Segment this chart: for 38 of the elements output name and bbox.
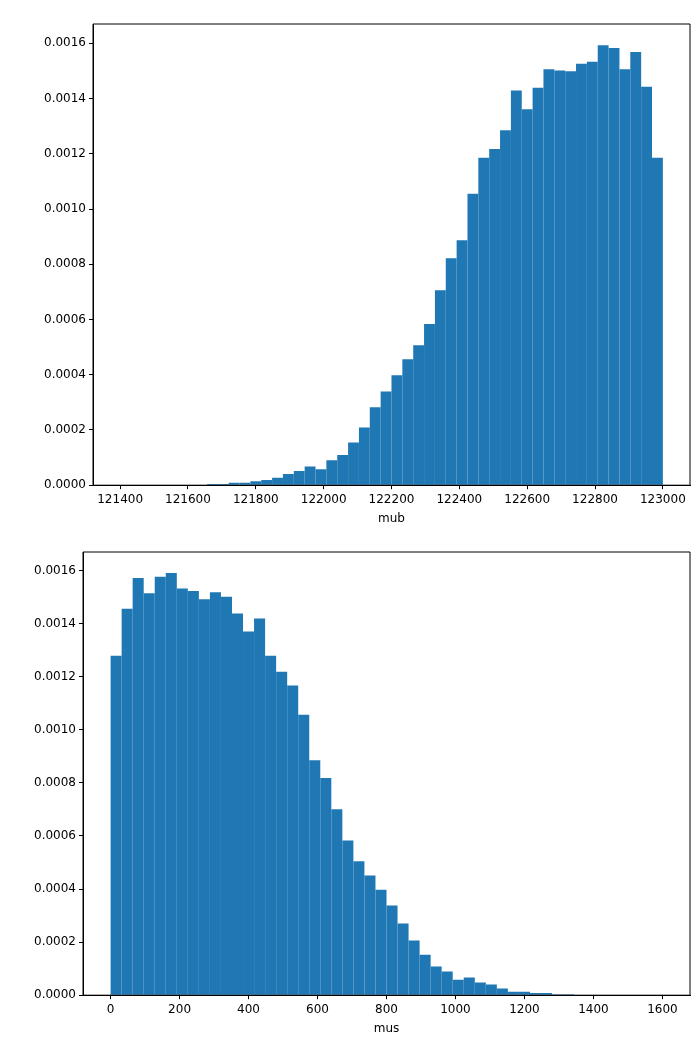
x-tick-label: 122800 bbox=[572, 491, 618, 506]
x-tick-label: 1000 bbox=[440, 1001, 471, 1016]
y-tick-label: 0.0006 bbox=[44, 311, 86, 326]
y-tick-label: 0.0000 bbox=[44, 477, 86, 492]
y-tick-label: 0.0016 bbox=[34, 562, 76, 577]
x-tick-label: 121600 bbox=[165, 491, 211, 506]
x-tick-label: 122000 bbox=[300, 491, 347, 506]
y-tick-label: 0.0002 bbox=[34, 934, 76, 949]
x-tick-label: 122600 bbox=[504, 491, 551, 506]
x-tick-label: 800 bbox=[375, 1001, 398, 1016]
y-tick-label: 0.0002 bbox=[44, 422, 86, 437]
x-tick-label: 122200 bbox=[368, 491, 415, 506]
x-tick-label: 400 bbox=[237, 1001, 260, 1016]
x-tick-label: 0 bbox=[106, 1001, 115, 1016]
x-axis-title: mus bbox=[373, 1020, 400, 1035]
y-tick-label: 0.0008 bbox=[44, 256, 86, 271]
y-tick-label: 0.0006 bbox=[34, 828, 76, 843]
x-tick-label: 123000 bbox=[639, 491, 686, 506]
y-tick-label: 0.0008 bbox=[34, 775, 76, 790]
y-tick-label: 0.0004 bbox=[44, 366, 86, 381]
y-tick-label: 0.0014 bbox=[44, 90, 86, 105]
x-tick-label: 121800 bbox=[232, 491, 279, 506]
y-tick-label: 0.0004 bbox=[34, 881, 76, 896]
x-tick-label: 121400 bbox=[97, 491, 144, 506]
x-tick-label: 122400 bbox=[436, 491, 483, 506]
y-tick-label: 0.0000 bbox=[34, 987, 76, 1002]
y-tick-label: 0.0012 bbox=[34, 668, 76, 683]
x-tick-label: 1400 bbox=[578, 1001, 609, 1016]
y-tick-label: 0.0010 bbox=[44, 201, 86, 216]
y-tick-label: 0.0014 bbox=[34, 615, 76, 630]
y-tick-label: 0.0016 bbox=[44, 35, 86, 50]
x-tick-label: 200 bbox=[168, 1001, 192, 1016]
x-tick-label: 600 bbox=[306, 1001, 329, 1016]
x-tick-label: 1600 bbox=[647, 1001, 678, 1016]
y-tick-label: 0.0010 bbox=[34, 721, 76, 736]
x-tick-label: 1200 bbox=[509, 1001, 540, 1016]
y-tick-label: 0.0012 bbox=[44, 145, 86, 160]
x-axis-title: mub bbox=[378, 510, 405, 525]
